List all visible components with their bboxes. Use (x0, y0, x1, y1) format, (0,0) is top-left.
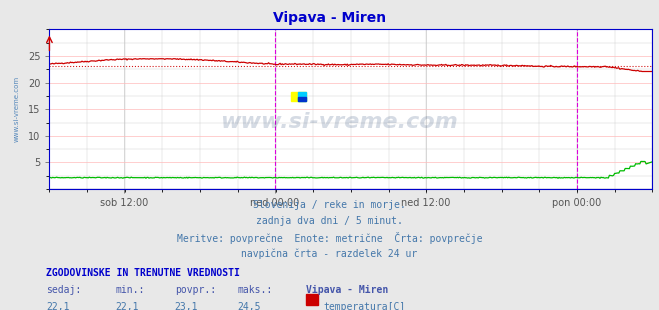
Text: 24,5: 24,5 (237, 302, 261, 310)
Text: temperatura[C]: temperatura[C] (324, 302, 406, 310)
Text: min.:: min.: (115, 285, 145, 295)
Text: Vipava - Miren: Vipava - Miren (273, 11, 386, 25)
Bar (291, 92, 306, 101)
Text: 22,1: 22,1 (46, 302, 70, 310)
Text: 22,1: 22,1 (115, 302, 139, 310)
Text: Slovenija / reke in morje.: Slovenija / reke in morje. (253, 200, 406, 210)
Text: www.si-vreme.com: www.si-vreme.com (13, 76, 19, 142)
Text: 23,1: 23,1 (175, 302, 198, 310)
Text: maks.:: maks.: (237, 285, 272, 295)
Text: Meritve: povprečne  Enote: metrične  Črta: povprečje: Meritve: povprečne Enote: metrične Črta:… (177, 232, 482, 244)
Text: zadnja dva dni / 5 minut.: zadnja dva dni / 5 minut. (256, 216, 403, 226)
Bar (298, 96, 306, 101)
Text: www.si-vreme.com: www.si-vreme.com (220, 112, 458, 132)
Text: povpr.:: povpr.: (175, 285, 215, 295)
Text: Vipava - Miren: Vipava - Miren (306, 285, 389, 295)
Bar (298, 92, 306, 101)
Text: sedaj:: sedaj: (46, 285, 81, 295)
Text: ZGODOVINSKE IN TRENUTNE VREDNOSTI: ZGODOVINSKE IN TRENUTNE VREDNOSTI (46, 268, 240, 278)
Text: navpična črta - razdelek 24 ur: navpična črta - razdelek 24 ur (241, 248, 418, 259)
